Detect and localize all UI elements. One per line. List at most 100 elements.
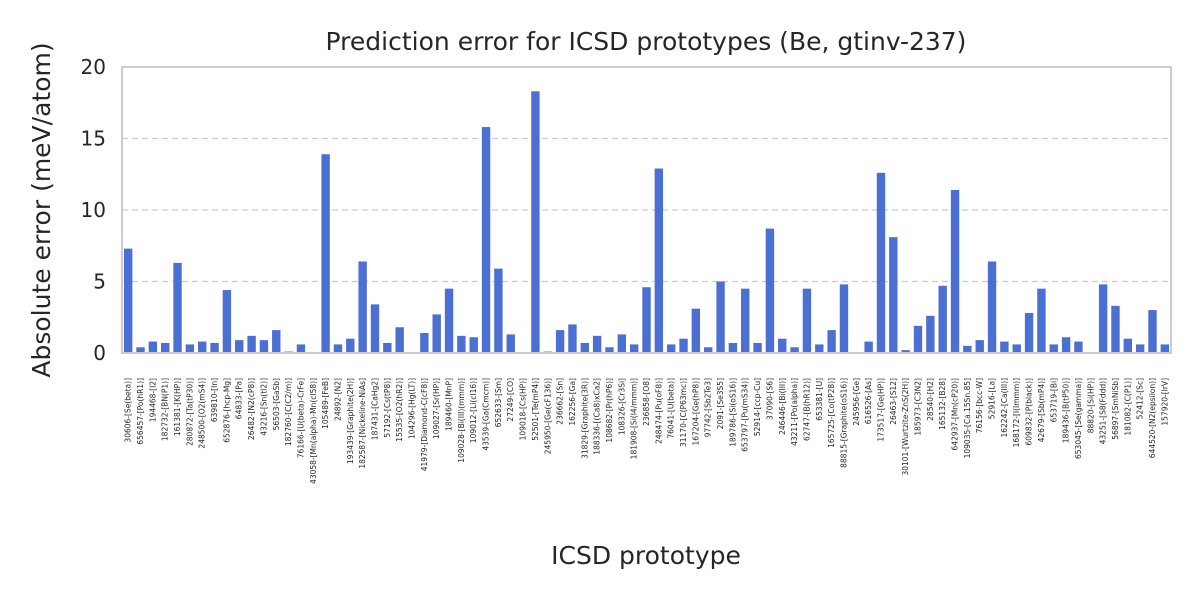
bar: [666, 344, 676, 353]
plot-frame: [121, 66, 1172, 354]
bar: [395, 327, 404, 353]
x-tick-label: 236662-[Sn]: [556, 378, 565, 425]
bar: [494, 268, 503, 353]
bar: [346, 338, 355, 353]
bar: [629, 344, 639, 353]
bar: [827, 330, 836, 353]
x-tick-label: 609832-[P(black)]: [1025, 378, 1034, 446]
x-tick-label: 41979-[Diamond-C(cF8)]: [420, 378, 429, 471]
bar: [592, 335, 602, 353]
x-tick-label: 181082-[C(P1)]: [1123, 378, 1132, 436]
x-tick-label: 24892-[N2]: [333, 378, 342, 421]
bar: [1148, 310, 1157, 353]
bar: [1012, 344, 1021, 353]
bar: [296, 344, 306, 353]
bars: [123, 91, 1170, 353]
x-tick-label: 182760-[C(C2/m)]: [284, 378, 293, 446]
x-tick-label: 245956-[Ge]: [852, 378, 861, 426]
x-tick-label: 2091-[Se3S5]: [716, 378, 725, 429]
bar: [1061, 337, 1071, 353]
x-tick-label: 109012-[Li(cI16)]: [469, 378, 478, 443]
bar: [704, 347, 713, 353]
x-tick-label: 194468-[I2]: [148, 378, 157, 422]
bar: [716, 281, 725, 353]
y-tick-label: 20: [81, 55, 106, 79]
bar: [691, 308, 701, 353]
x-tick-label: 30101-[Wurtzite-ZnS(2H)]: [901, 378, 910, 476]
bar: [222, 290, 232, 353]
x-tick-label: 108682-[Pr(hP6)]: [605, 378, 614, 443]
x-tick-label: 43211-[Po(alpha)]: [790, 378, 799, 446]
bar: [741, 288, 750, 353]
bar: [975, 340, 984, 353]
bar: [778, 338, 787, 353]
x-tick-label: 57192-[Cs(tP8)]: [383, 378, 392, 438]
x-tick-label: 653045-[Se(gamma)]: [1074, 378, 1083, 459]
bar: [642, 287, 651, 353]
x-tick-label: 43058-[Mn(alpha)-Mn(cI58)]: [309, 378, 318, 484]
x-tick-label: 189786-[Si(oS16)]: [728, 378, 737, 447]
x-tick-label: 62747-[B(hR12)]: [802, 378, 811, 441]
x-tick-label: 52914-[ccp-Cu]: [753, 378, 762, 436]
x-tick-label: 15535-[O2(hR2)]: [395, 378, 404, 442]
x-tick-label: 27249-[CO]: [506, 378, 515, 422]
x-tick-label: 37090-[S6]: [765, 378, 774, 420]
bar: [444, 288, 454, 353]
x-tick-label: 56503-[GaSb]: [272, 378, 281, 430]
x-tick-label: 246446-[Bi(III)]: [778, 378, 787, 435]
bar: [358, 261, 367, 353]
x-tick-label: 653797-[Pu(mS34)]: [741, 378, 750, 452]
x-tick-label: 43216-[Sn(tI2)]: [259, 378, 268, 436]
bar: [160, 342, 170, 353]
bar: [568, 324, 577, 353]
x-tick-label: 162242-[Ca(III)]: [1000, 378, 1009, 438]
x-tick-label: 165725-[Co(tP28)]: [827, 378, 836, 448]
x-tick-label: 644520-[N2(epsilon)]: [1148, 378, 1157, 458]
x-tick-label: 642937-[Mn(cP20)]: [951, 378, 960, 451]
bar: [926, 315, 935, 353]
x-tick-label: 280872-[Ta(tP30)]: [185, 378, 194, 446]
bar: [876, 172, 886, 353]
bar: [531, 91, 540, 353]
x-tick-label: 76166-[U(beta)-CrFe]: [296, 378, 305, 458]
x-tick-label: 88815-[Graphite(oS16)]: [839, 378, 848, 468]
x-tick-label: 188336-[(Ca8)xCa2]: [593, 378, 602, 455]
bar: [457, 335, 466, 353]
x-tick-label: 43251-[S8(Fddd)]: [1099, 378, 1108, 444]
x-tick-label: 639810-[In]: [210, 378, 219, 422]
x-tick-label: 26482-[N2(cP8)]: [247, 378, 256, 440]
x-tick-label: 76041-[U(beta)]: [667, 378, 676, 439]
y-tick-label: 15: [81, 127, 106, 151]
x-tick-label: 653381-[U]: [815, 378, 824, 421]
bar: [247, 335, 256, 353]
x-tick-label: 236858-[O8]: [642, 378, 651, 426]
x-tick-label: 52412-[Sc]: [1136, 378, 1145, 419]
x-tick-label: 162256-[Ga]: [568, 378, 577, 426]
x-tick-label: 652876-[hcp-Mg]: [222, 378, 231, 443]
bar: [506, 334, 515, 353]
x-tick-label: 248474-[Pu(oF8)]: [654, 378, 663, 444]
x-tick-label: 64833-[Pa]: [235, 378, 244, 419]
bar: [815, 344, 824, 353]
bar: [753, 342, 762, 353]
x-tick-label: 656457-[Po(hR1)]: [136, 378, 145, 445]
x-tick-label: 97742-[Sb2Te3]: [704, 378, 713, 437]
bar: [1024, 312, 1034, 353]
bar: [1037, 288, 1046, 353]
bar: [432, 314, 441, 353]
bar: [864, 341, 873, 353]
x-tick-label: 181908-[Si(I4/mmm)]: [630, 378, 639, 459]
bar: [333, 344, 343, 353]
bar: [1049, 344, 1058, 353]
x-tick-label: 56897-[SmNiSb]: [1111, 378, 1120, 440]
bar: [1135, 344, 1145, 353]
bar: [913, 325, 923, 353]
bar: [198, 341, 207, 353]
bar: [679, 338, 688, 353]
bar: [123, 248, 133, 353]
bar: [1098, 284, 1108, 353]
x-tick-label: 109035-[Ca.15Sn.85]: [963, 378, 972, 458]
y-tick-label: 0: [93, 341, 106, 365]
x-tick-label: 161381-[K(HP)]: [173, 378, 182, 436]
